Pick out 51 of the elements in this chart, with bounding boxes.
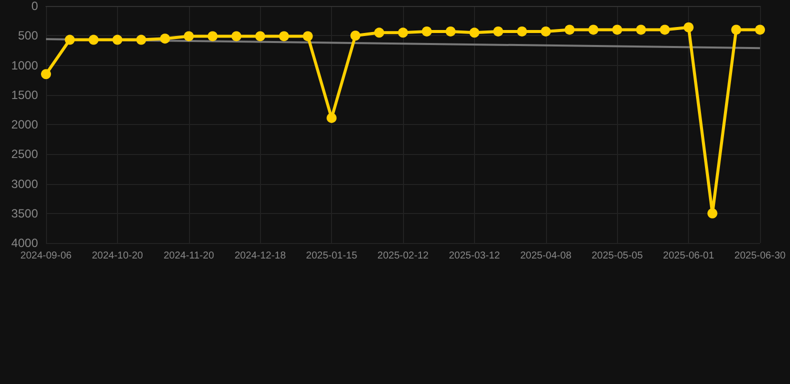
x-tick-label: 2024-11-20 [164, 250, 214, 262]
point [374, 28, 384, 38]
point [755, 24, 765, 35]
y-tick-label: 1500 [11, 88, 38, 102]
point [422, 26, 432, 36]
point [136, 34, 146, 45]
point [684, 22, 694, 32]
x-tick-label: 2025-02-12 [377, 250, 430, 262]
point [88, 34, 99, 45]
point [398, 28, 408, 38]
point [540, 26, 551, 36]
y-tick-label: 3500 [11, 206, 38, 220]
point [112, 34, 122, 45]
y-tick-label: 2000 [11, 118, 38, 132]
point [350, 30, 360, 41]
point [731, 24, 742, 35]
y-tick-label: 0 [31, 0, 38, 13]
point [184, 31, 194, 42]
point [469, 28, 480, 38]
x-tick-label: 2024-12-18 [234, 250, 286, 262]
point [255, 31, 266, 42]
y-tick-label: 1000 [11, 58, 38, 72]
point [41, 69, 51, 80]
point [446, 26, 456, 36]
point [517, 26, 527, 36]
point [636, 24, 646, 35]
y-tick-label: 4000 [11, 236, 38, 250]
y-tick-label: 500 [18, 28, 38, 43]
x-tick-label: 2025-01-15 [306, 250, 358, 262]
point [279, 31, 289, 42]
point [302, 31, 313, 42]
point [612, 24, 622, 35]
x-tick-label: 2024-10-20 [92, 250, 144, 262]
point [493, 26, 504, 36]
point [564, 24, 575, 35]
x-tick-label: 2025-04-08 [520, 250, 572, 262]
point [160, 34, 170, 44]
point [588, 24, 598, 35]
x-tick-label: 2025-06-30 [734, 250, 786, 262]
y-tick-label: 3000 [11, 176, 38, 191]
x-tick-label: 2025-05-05 [592, 250, 644, 262]
point [208, 31, 218, 42]
point [326, 112, 337, 123]
point [660, 24, 670, 35]
point [64, 34, 75, 45]
point [707, 208, 718, 218]
y-tick-label: 2500 [11, 147, 38, 162]
x-tick-label: 2024-09-06 [20, 250, 72, 262]
x-tick-label: 2025-03-12 [448, 250, 500, 262]
point [231, 31, 242, 42]
x-tick-label: 2025-06-01 [663, 250, 715, 262]
